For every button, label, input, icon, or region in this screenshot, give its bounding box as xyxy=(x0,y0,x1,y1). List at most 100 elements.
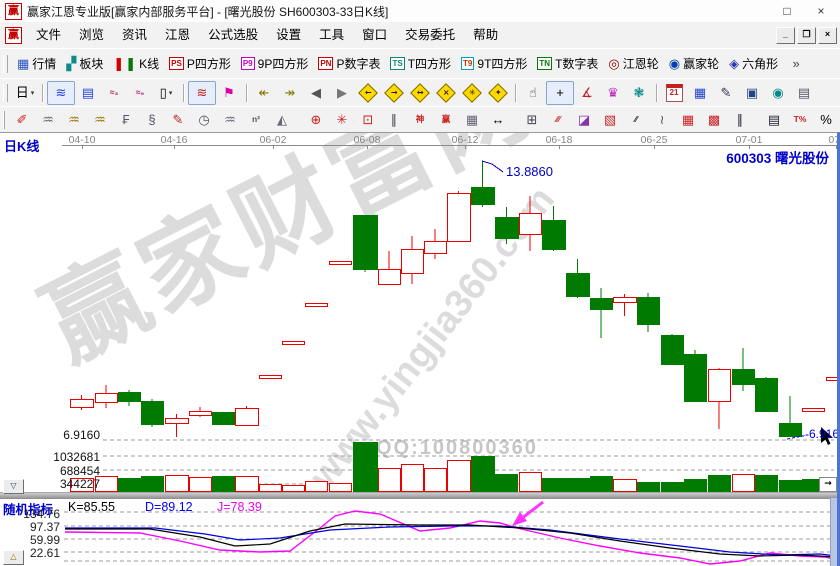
period-day-button[interactable]: 日 ▾ xyxy=(12,82,38,104)
chan-red-button[interactable]: ≋ xyxy=(188,80,216,105)
ruler-comb-button[interactable]: ♒ xyxy=(35,109,61,131)
grid-rect-button[interactable]: ⊞ xyxy=(519,109,545,131)
k-marks-button[interactable]: ∥ xyxy=(381,109,407,131)
last-bar-button[interactable]: ↠ xyxy=(277,82,303,104)
vertical-scrollbar[interactable] xyxy=(830,498,837,566)
trend-lines-button[interactable]: ∕∕ xyxy=(623,109,649,131)
t-number-table-button[interactable]: TN T数字表 xyxy=(532,53,603,75)
hand-tool-button[interactable]: ☝ xyxy=(520,82,546,104)
scroll-right-button[interactable]: → xyxy=(819,477,837,492)
toolbar-grip[interactable] xyxy=(3,83,8,102)
time-circle-button[interactable]: ◷ xyxy=(191,109,217,131)
indicator-name[interactable]: 随机指标 xyxy=(3,503,54,517)
toolbar-grip[interactable] xyxy=(3,110,5,129)
diamond-horizontal-button[interactable]: ↔ xyxy=(407,82,433,104)
single-candle-button[interactable]: ▯ ▾ xyxy=(153,82,179,104)
menu-item-5[interactable]: 公式选股 xyxy=(208,27,259,42)
gann-wheel-button[interactable]: ◎ 江恩轮 xyxy=(603,53,663,75)
close-button[interactable]: × xyxy=(817,4,825,18)
calendar-button[interactable]: 21 xyxy=(661,82,687,104)
diamond-center-button[interactable]: ✦ xyxy=(485,82,511,104)
width-measure-button[interactable]: ↔ xyxy=(485,109,511,131)
red-grid-button[interactable]: ▦ xyxy=(675,109,701,131)
ruler-comb-2-button[interactable]: ♒ xyxy=(217,109,243,131)
scale-list-button[interactable]: ▤ xyxy=(761,109,787,131)
gold-ruler-2-button[interactable]: ♒ xyxy=(87,109,113,131)
p-number-table-button[interactable]: PN P数字表 xyxy=(313,53,385,75)
menu-item-3[interactable]: 资讯 xyxy=(122,27,148,42)
zigzag-button[interactable]: ≀ xyxy=(649,109,675,131)
menu-item-9[interactable]: 交易委托 xyxy=(405,27,456,42)
gold-ruler-1-button[interactable]: ♒ xyxy=(61,109,87,131)
target-star-button[interactable]: ✳ xyxy=(329,109,355,131)
first-bar-button[interactable]: ↞ xyxy=(251,82,277,104)
crosshair-tool-button[interactable]: + xyxy=(546,80,574,105)
t-percent-button[interactable]: T% xyxy=(787,109,813,131)
pane-splitter[interactable] xyxy=(0,492,837,499)
kline-button[interactable]: ❚❚ K线 xyxy=(108,53,164,75)
red-grid-arrow-button[interactable]: ▩ xyxy=(701,109,727,131)
flag-button[interactable]: ⚑ xyxy=(216,82,242,104)
menu-item-7[interactable]: 工具 xyxy=(319,27,345,42)
p-square-button[interactable]: PS P四方形 xyxy=(164,53,236,75)
main-overflow-button[interactable]: » xyxy=(783,53,809,75)
spiral-button[interactable]: § xyxy=(139,109,165,131)
quotes-button[interactable]: ▦ 行情 xyxy=(12,53,61,75)
sectors-button[interactable]: ▞ 板块 xyxy=(61,53,108,75)
shen-tool-button[interactable]: 神 xyxy=(407,109,433,131)
chart-region[interactable]: 赢家财富网 www.yingjia360.com QQ:100800360 04… xyxy=(0,132,840,566)
list-doc-button[interactable]: ▤ xyxy=(75,82,101,104)
pen-ruler-button[interactable]: ✎ xyxy=(165,109,191,131)
gann-fan-box-button[interactable]: ◪ xyxy=(571,109,597,131)
angle-half-button[interactable]: ◭ xyxy=(269,109,295,131)
diamond-star-button[interactable]: ✳ xyxy=(459,82,485,104)
f-ruler-button[interactable]: ₣ xyxy=(113,109,139,131)
target-cross-button[interactable]: ⊕ xyxy=(303,109,329,131)
nine-t-square-button[interactable]: T9 9T四方形 xyxy=(456,53,532,75)
prev-bar-button[interactable]: ◀ xyxy=(303,82,329,104)
hexagon-button[interactable]: ◈ 六角形 xyxy=(724,53,783,75)
maximize-button[interactable]: □ xyxy=(783,4,791,18)
pen-knife-button[interactable]: ✐ xyxy=(9,109,35,131)
target-box-button[interactable]: ⊡ xyxy=(355,109,381,131)
toolbar-grip[interactable] xyxy=(3,54,8,73)
ying-tool-button[interactable]: 赢 xyxy=(433,109,459,131)
gann-grid-box-button[interactable]: ▧ xyxy=(597,109,623,131)
menu-item-10[interactable]: 帮助 xyxy=(473,27,499,42)
collapse-volume-button[interactable]: ▽ xyxy=(3,479,24,494)
diamond-right-button[interactable]: → xyxy=(381,82,407,104)
menu-item-6[interactable]: 设置 xyxy=(276,27,302,42)
child-minimize-button[interactable]: _ xyxy=(776,26,795,44)
fan-lines-button[interactable]: ∕∕∕ xyxy=(545,109,571,131)
nine-p-square-button[interactable]: P9 9P四方形 xyxy=(236,53,313,75)
parallel-lines-button[interactable]: ∥ xyxy=(727,109,753,131)
chart-canvas[interactable] xyxy=(0,133,837,566)
maze-tool-button[interactable]: ❃ xyxy=(626,82,652,104)
notepad-button[interactable]: ✎ xyxy=(713,82,739,104)
menu-item-2[interactable]: 浏览 xyxy=(79,27,105,42)
wave-9-button[interactable]: ≈₉ xyxy=(127,82,153,104)
child-restore-button[interactable]: ❐ xyxy=(797,26,816,44)
print-button[interactable]: ▤ xyxy=(791,82,817,104)
wave-3-button[interactable]: ≈₃ xyxy=(101,82,127,104)
diamond-cross-button[interactable]: × xyxy=(433,82,459,104)
menu-item-8[interactable]: 窗口 xyxy=(362,27,388,42)
child-close-button[interactable]: × xyxy=(818,26,837,44)
chan-scribble-button[interactable]: ≋ xyxy=(47,80,75,105)
calendar-grid-button[interactable]: ▦ xyxy=(459,109,485,131)
winner-wheel-button[interactable]: ◉ 赢家轮 xyxy=(664,53,724,75)
calculator-button[interactable]: ▦ xyxy=(687,82,713,104)
menu-item-4[interactable]: 江恩 xyxy=(165,27,191,42)
indicator-j-value: J=78.39 xyxy=(217,500,262,514)
t-square-button[interactable]: TS T四方形 xyxy=(385,53,456,75)
save-button[interactable]: ▣ xyxy=(739,82,765,104)
next-bar-button[interactable]: ▶ xyxy=(329,82,355,104)
percent-button[interactable]: % xyxy=(813,109,839,131)
n-squared-button[interactable]: n² xyxy=(243,109,269,131)
crown-tool-button[interactable]: ♛ xyxy=(600,82,626,104)
diamond-left-button[interactable]: ← xyxy=(355,82,381,104)
web-data-button[interactable]: ◉ xyxy=(765,82,791,104)
menu-item-1[interactable]: 文件 xyxy=(36,27,62,42)
angle-tool-button[interactable]: ∡ xyxy=(574,82,600,104)
expand-indicator-button[interactable]: △ xyxy=(3,550,24,565)
